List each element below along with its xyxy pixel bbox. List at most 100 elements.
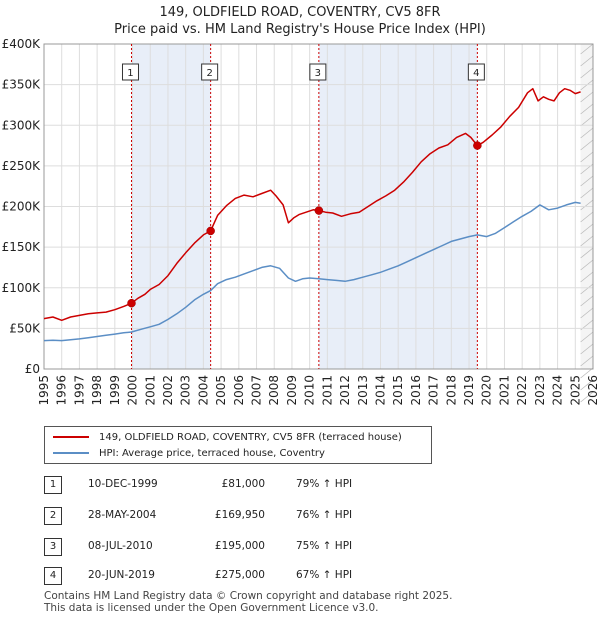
forecast-hatch-line: [580, 331, 594, 343]
x-tick-label: 2021: [497, 375, 511, 406]
transaction-number: 4: [44, 567, 62, 585]
y-tick-label: £300K: [2, 118, 42, 132]
forecast-hatch-line: [580, 259, 594, 271]
x-tick-label: 2024: [551, 375, 565, 406]
sale-marker-label: 1: [127, 68, 133, 79]
forecast-hatch-line: [580, 379, 594, 391]
forecast-hatch-line: [580, 127, 594, 139]
sale-marker-box: [467, 63, 485, 81]
y-tick-label: £0: [25, 362, 40, 376]
forecast-hatch-line: [580, 355, 594, 367]
x-tick-label: 2006: [232, 375, 246, 406]
transaction-hpi: 79% ↑ HPI: [296, 478, 353, 490]
legend-swatch-property: [53, 436, 89, 438]
forecast-hatch-line: [580, 247, 594, 259]
forecast-hatch-line: [580, 391, 594, 403]
forecast-hatch-line: [580, 187, 594, 199]
x-tick-label: 2020: [480, 375, 494, 406]
x-tick-label: 1995: [37, 375, 51, 406]
legend-item-property: 149, OLDFIELD ROAD, COVENTRY, CV5 8FR (t…: [53, 429, 402, 445]
chart-title: 149, OLDFIELD ROAD, COVENTRY, CV5 8FR Pr…: [0, 4, 600, 38]
x-tick-label: 1997: [72, 375, 86, 406]
footer-copyright: Contains HM Land Registry data © Crown c…: [44, 590, 453, 602]
x-tick-label: 2004: [196, 375, 210, 406]
transaction-number: 2: [44, 507, 62, 525]
x-tick-label: 2019: [462, 375, 476, 406]
forecast-hatch-line: [580, 115, 594, 127]
forecast-hatch-line: [580, 199, 594, 211]
x-tick-label: 2008: [267, 375, 281, 406]
y-tick-label: £150K: [2, 240, 42, 254]
x-tick-label: 2003: [179, 375, 193, 406]
transaction-number: 1: [44, 476, 62, 494]
forecast-hatch-line: [580, 295, 594, 307]
y-tick-label: £50K: [9, 321, 41, 335]
x-tick-label: 1996: [55, 375, 69, 406]
legend-item-hpi: HPI: Average price, terraced house, Cove…: [53, 445, 325, 461]
x-tick-label: 2011: [320, 375, 334, 406]
y-tick-label: £250K: [2, 159, 42, 173]
transaction-price: £195,000: [214, 540, 265, 552]
hpi-line: [43, 201, 581, 342]
forecast-hatch-line: [580, 235, 594, 247]
legend-swatch-hpi: [53, 452, 89, 454]
forecast-hatch-line: [580, 223, 594, 235]
forecast-hatch-line: [580, 271, 594, 283]
x-tick-label: 2009: [285, 375, 299, 406]
x-tick-label: 2026: [586, 375, 600, 406]
x-tick-label: 1999: [108, 375, 122, 406]
forecast-hatch-line: [580, 67, 594, 79]
x-tick-label: 2001: [143, 375, 157, 406]
y-tick-label: £100K: [2, 281, 42, 295]
transaction-date: 20-JUN-2019: [88, 569, 155, 581]
title-line-1: 149, OLDFIELD ROAD, COVENTRY, CV5 8FR: [159, 5, 441, 20]
x-tick-label: 2022: [515, 375, 529, 406]
x-tick-label: 2012: [338, 375, 352, 406]
legend-label-property: 149, OLDFIELD ROAD, COVENTRY, CV5 8FR (t…: [99, 431, 402, 443]
transaction-price: £169,950: [214, 509, 265, 521]
forecast-hatch-line: [580, 343, 594, 355]
transaction-date: 08-JUL-2010: [88, 540, 153, 552]
sale-marker-label: 4: [473, 68, 479, 79]
x-tick-label: 2010: [303, 375, 317, 406]
x-tick-label: 2002: [161, 375, 175, 406]
y-tick-label: £400K: [2, 37, 42, 51]
forecast-hatch-line: [580, 211, 594, 223]
forecast-hatch-line: [580, 151, 594, 163]
x-tick-label: 1998: [90, 375, 104, 406]
x-tick-label: 2017: [427, 375, 441, 406]
forecast-hatch-line: [580, 43, 594, 55]
sale-marker-label: 2: [206, 68, 212, 79]
sale-point: [206, 226, 215, 236]
footer: Contains HM Land Registry data © Crown c…: [44, 590, 452, 614]
transaction-hpi: 67% ↑ HPI: [296, 569, 353, 581]
sale-point: [473, 141, 482, 150]
sale-point: [127, 298, 136, 308]
x-tick-label: 2018: [444, 375, 458, 406]
footer-licence: This data is licensed under the Open Gov…: [44, 602, 379, 614]
x-tick-label: 2015: [391, 375, 405, 406]
x-tick-label: 2016: [409, 375, 423, 406]
sale-marker-box: [121, 63, 139, 81]
forecast-hatch-line: [580, 91, 594, 103]
x-tick-label: 2023: [533, 375, 547, 406]
forecast-hatch-line: [580, 283, 594, 295]
forecast-hatch-line: [580, 367, 594, 379]
x-tick-label: 2007: [250, 375, 264, 406]
transaction-number: 3: [44, 538, 62, 556]
sale-marker-box: [309, 63, 327, 81]
forecast-hatch-line: [580, 139, 594, 151]
sale-point: [314, 206, 324, 215]
transaction-price: £81,000: [221, 478, 265, 490]
forecast-hatch-line: [580, 175, 594, 187]
chart-legend: 149, OLDFIELD ROAD, COVENTRY, CV5 8FR (t…: [44, 426, 432, 464]
x-tick-label: 2013: [356, 375, 370, 406]
y-tick-label: £350K: [2, 78, 42, 92]
x-tick-label: 2025: [568, 375, 582, 406]
transaction-hpi: 75% ↑ HPI: [296, 540, 353, 552]
sale-marker-label: 3: [315, 68, 321, 79]
y-tick-label: £200K: [2, 200, 42, 214]
price-chart: £0 £50K £100K £150K £200K £250K £300K £350K £400…: [2, 37, 600, 406]
forecast-hatch-line: [580, 103, 594, 115]
transaction-date: 28-MAY-2004: [88, 509, 157, 521]
